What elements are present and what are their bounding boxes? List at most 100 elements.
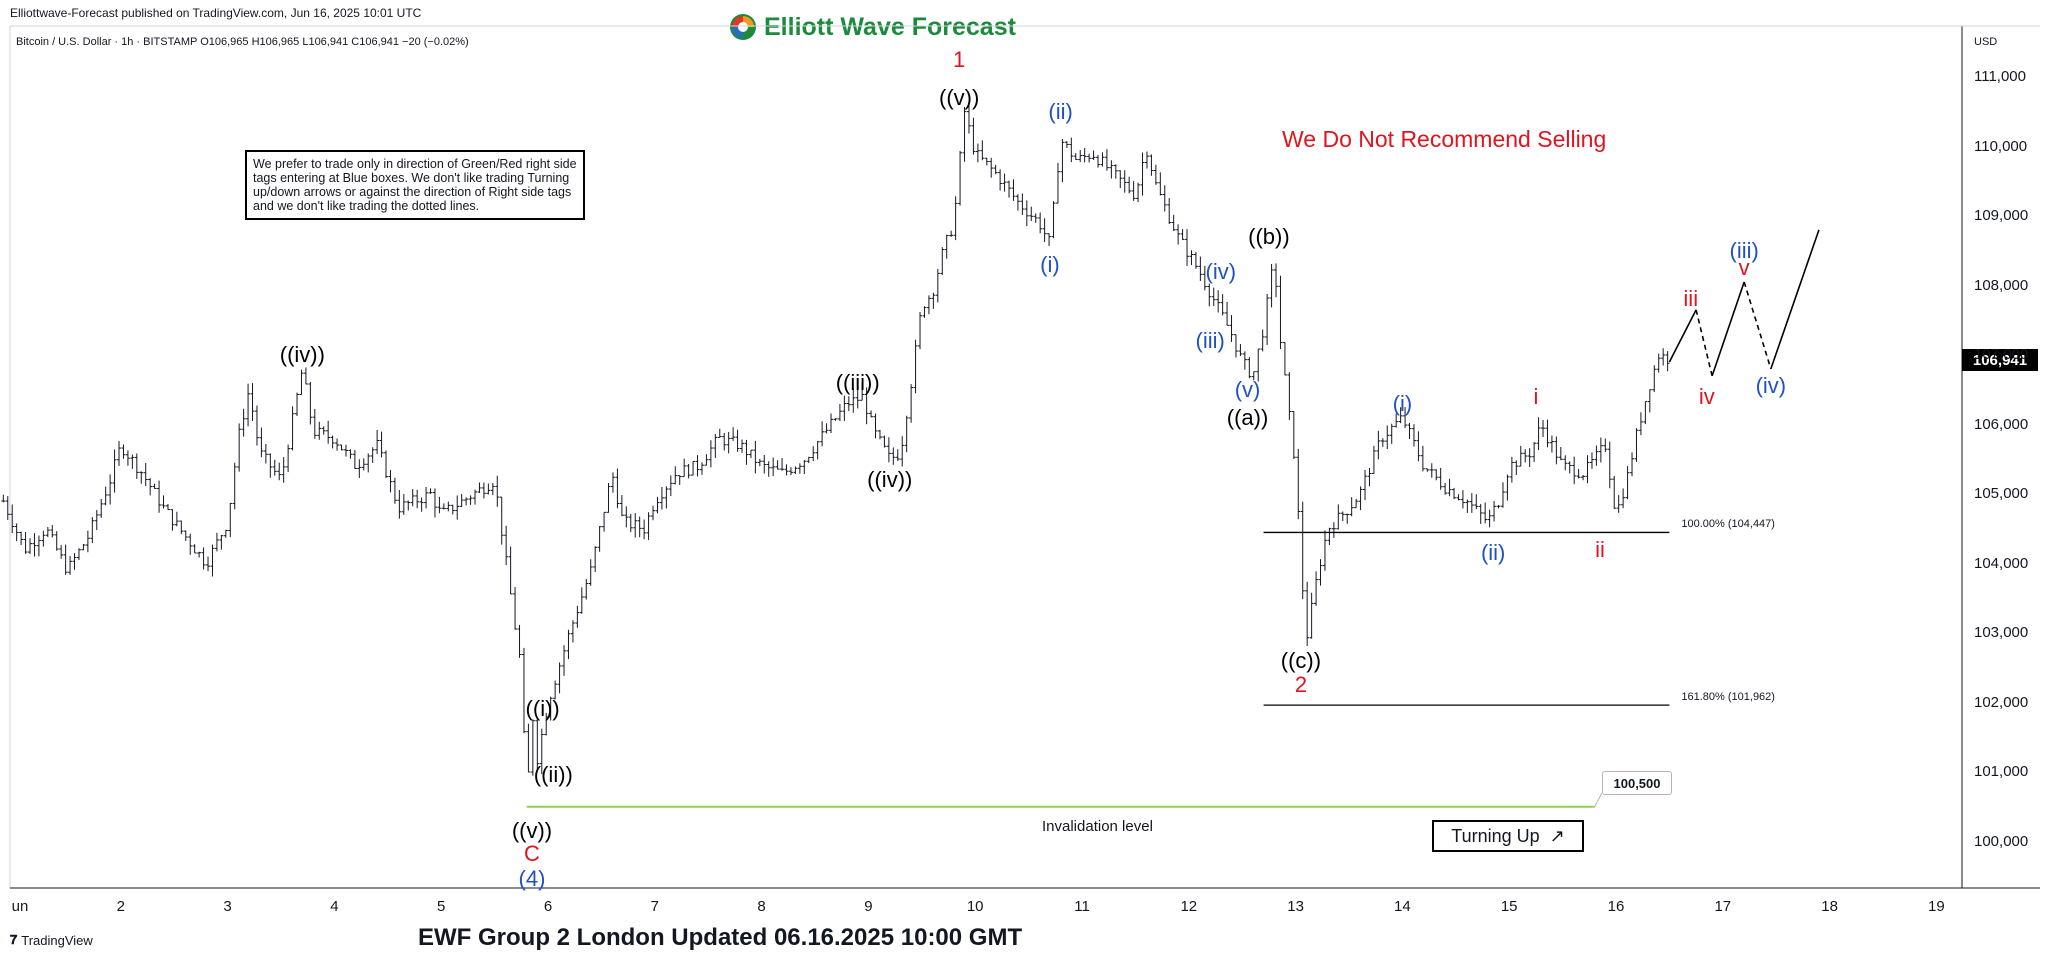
price-bar [63,544,68,575]
publisher-line: Elliottwave-Forecast published on Tradin… [10,6,422,20]
price-bar [882,435,887,448]
price-bar [1541,420,1546,438]
price-bar [1300,501,1305,600]
wave-label: 2 [1294,672,1308,698]
price-bar [286,444,291,473]
price-bar [610,472,615,493]
price-bar [619,495,624,517]
price-bar [1612,475,1617,509]
price-bar [397,490,402,519]
projection-segment [1770,229,1820,370]
price-bar [708,440,713,468]
price-bar [971,117,976,155]
price-bar [157,480,162,513]
price-bar [717,428,722,438]
logo-swirl-icon [730,14,756,40]
price-bar [931,292,936,309]
price-bar [317,421,322,440]
price-bar [1176,224,1181,245]
price-bar [1420,445,1425,472]
wave-label: ((iv)) [867,467,913,493]
price-bar [1665,351,1670,372]
price-bar [508,546,513,595]
price-bar [321,426,326,435]
turning-up-label: Turning Up [1451,825,1540,846]
price-bar [486,483,491,495]
price-bar [1434,469,1439,481]
price-bar [179,520,184,535]
wave-label: iii [1683,286,1699,312]
price-bar [1545,419,1550,448]
wave-label: iv [1698,383,1715,409]
price-bar [223,529,228,538]
price-bar [1318,559,1323,586]
price-bar [530,719,535,776]
price-bar [633,513,638,538]
price-bar [117,440,122,466]
callout-connector [1594,792,1603,807]
price-bar [1082,147,1087,163]
price-bar [824,423,829,434]
price-bar [1549,435,1554,453]
price-bar [1567,461,1572,474]
price-bar [1558,446,1563,461]
price-bar [953,196,958,241]
price-bar [517,624,522,658]
price-bar [806,456,811,464]
price-bar [1438,467,1443,490]
price-bar [1630,452,1635,477]
price-bar [570,620,575,643]
price-bar [655,496,660,514]
x-tick-label: un [11,898,29,915]
price-bar [85,530,90,553]
price-bar [1118,170,1123,189]
x-tick-label: 5 [437,898,446,915]
price-bar [481,482,486,499]
price-bar [659,487,664,510]
price-bar [628,513,633,533]
price-bar [984,157,989,166]
price-bar [926,295,931,315]
y-tick-label: 100,000 [1974,832,2029,850]
price-bar [958,150,963,206]
x-tick-label: 19 [1928,898,1945,915]
price-bar [521,647,526,734]
price-bar [1002,173,1007,192]
price-bar [526,723,531,773]
x-tick-label: 16 [1607,898,1625,915]
price-bar [588,559,593,586]
wave-label: ii [1595,536,1605,562]
price-bar [989,157,994,178]
price-bar [731,427,736,441]
price-bar [748,449,753,459]
price-bar [1007,180,1012,198]
price-bar [1269,263,1274,308]
price-bar [1598,437,1603,463]
tradingview-text: TradingView [21,932,93,948]
price-bar [1500,482,1505,508]
currency-label: USD [1974,36,1998,48]
y-tick-label: 107,000 [1974,346,2029,363]
price-bar [406,500,411,511]
price-bar [851,387,856,413]
price-bar [891,447,896,465]
price-bar [339,444,344,451]
price-bar [263,443,268,464]
price-bar [1047,233,1052,246]
price-bar [686,463,691,479]
price-bar [788,467,793,476]
price-bar [1073,152,1078,160]
price-bar [646,512,651,540]
x-tick-label: 11 [1074,898,1090,915]
price-callout: 100,500 [1602,771,1672,795]
price-bar [281,457,286,483]
price-bar [1207,283,1212,307]
price-bar [735,429,740,452]
price-bar [259,427,264,458]
x-tick-label: 6 [543,898,553,915]
price-bar [188,533,193,555]
price-bar [575,605,580,628]
price-bar [1287,372,1292,420]
price-bar [139,471,144,484]
